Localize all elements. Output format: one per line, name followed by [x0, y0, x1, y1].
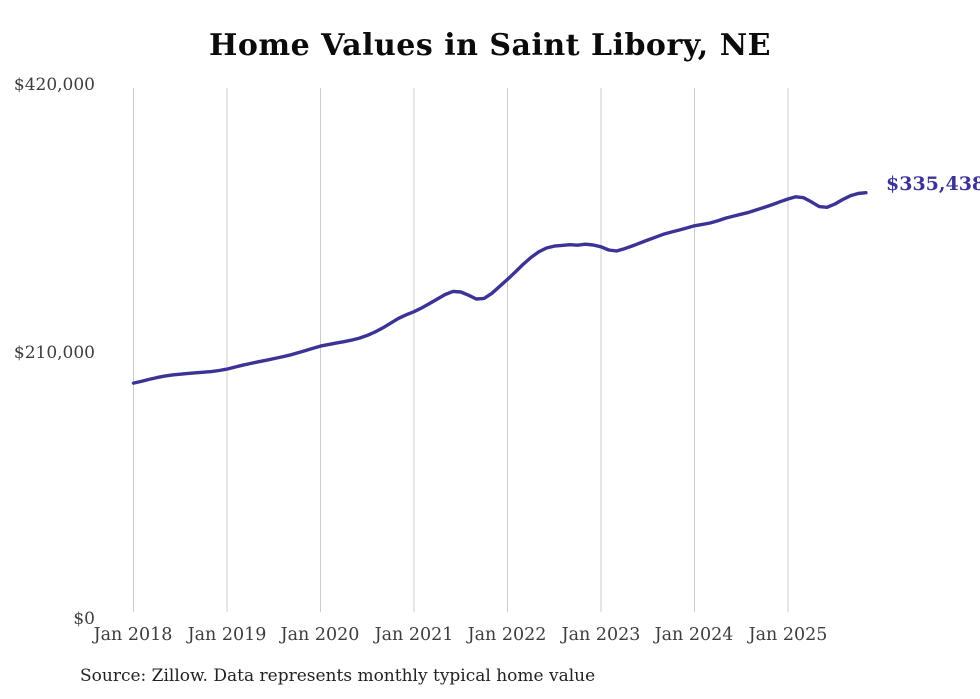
- x-axis-tick-2020: Jan 2020: [280, 625, 360, 645]
- y-axis-tick-210000: $210,000: [13, 343, 95, 363]
- x-axis-tick-2024: Jan 2024: [654, 625, 734, 645]
- x-axis-tick-2023: Jan 2023: [561, 625, 641, 645]
- y-axis-tick-0: $0: [73, 609, 95, 629]
- y-axis-tick-420000: $420,000: [13, 75, 95, 95]
- x-axis-tick-2021: Jan 2021: [374, 625, 454, 645]
- chart-title: Home Values in Saint Libory, NE: [208, 28, 771, 63]
- source-note: Source: Zillow. Data represents monthly …: [80, 666, 596, 686]
- x-axis-tick-2018: Jan 2018: [93, 625, 173, 645]
- latest-value-label: $335,438: [886, 173, 980, 195]
- x-axis-tick-2019: Jan 2019: [187, 625, 267, 645]
- x-axis-tick-2022: Jan 2022: [467, 625, 547, 645]
- home-value-line: [131, 190, 868, 385]
- x-axis-tick-2025: Jan 2025: [748, 625, 828, 645]
